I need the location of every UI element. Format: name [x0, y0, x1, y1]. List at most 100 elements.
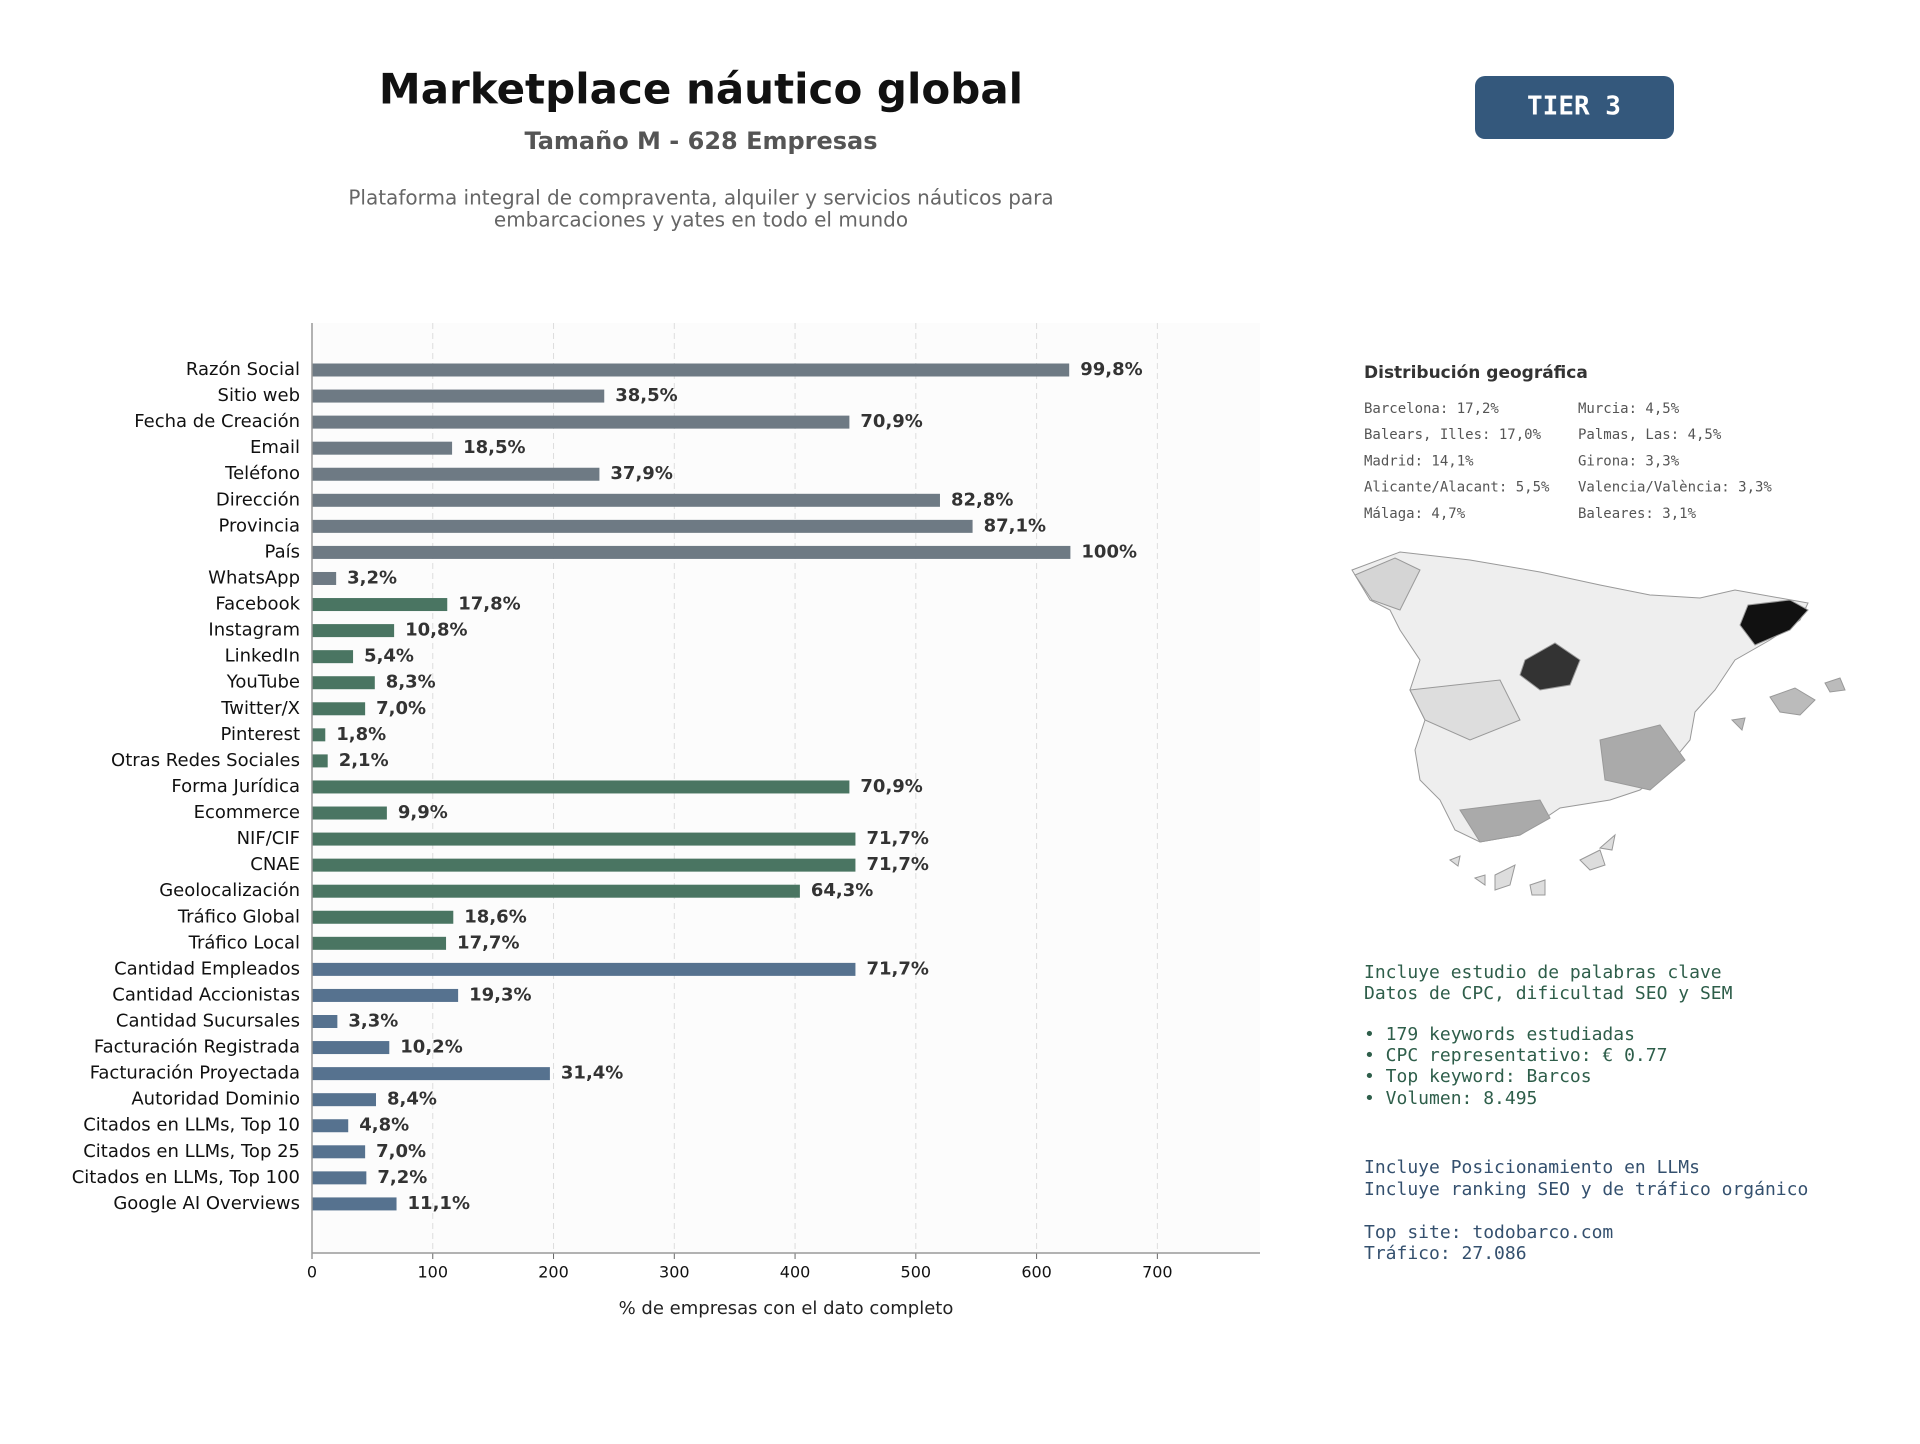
value-label: 7,0% [376, 698, 426, 719]
y-tick-label: YouTube [226, 672, 300, 693]
value-label: 71,7% [866, 854, 928, 875]
value-label: 2,1% [339, 750, 389, 771]
x-tick-label: 600 [1021, 1263, 1052, 1282]
bar [312, 1145, 366, 1159]
value-label: 17,7% [457, 932, 519, 953]
y-tick-label: País [265, 541, 300, 562]
value-label: 100% [1081, 541, 1137, 562]
llm-info: Incluye ranking SEO y de tráfico orgánic… [1364, 1179, 1808, 1200]
value-label: 18,6% [464, 906, 526, 927]
y-tick-label: Forma Jurídica [171, 776, 300, 797]
y-tick-label: Twitter/X [220, 698, 300, 719]
bar [312, 884, 800, 898]
y-tick-label: Provincia [218, 515, 300, 536]
value-label: 5,4% [364, 646, 414, 667]
y-tick-label: Teléfono [224, 463, 300, 484]
value-label: 8,4% [387, 1089, 437, 1110]
bar [312, 363, 1070, 377]
geo-item: Murcia: 4,5% [1578, 401, 1680, 417]
bar [312, 754, 328, 768]
value-label: 19,3% [469, 984, 531, 1005]
x-tick-label: 400 [780, 1263, 811, 1282]
y-tick-label: Citados en LLMs, Top 10 [83, 1115, 300, 1136]
value-label: 4,8% [359, 1115, 409, 1136]
x-tick-label: 0 [307, 1263, 317, 1282]
bar [312, 676, 375, 690]
bar [312, 1067, 550, 1081]
y-tick-label: Facebook [215, 594, 300, 615]
value-label: 70,9% [860, 411, 922, 432]
badge [1475, 76, 1674, 139]
value-label: 10,2% [400, 1037, 462, 1058]
y-tick-label: Citados en LLMs, Top 100 [72, 1167, 300, 1188]
bar [312, 858, 856, 872]
value-label: 38,5% [615, 385, 677, 406]
value-label: 70,9% [860, 776, 922, 797]
value-label: 37,9% [610, 463, 672, 484]
chart-title: Marketplace náutico global [379, 65, 1023, 114]
y-tick-label: Razón Social [186, 359, 300, 380]
y-tick-label: Facturación Proyectada [90, 1063, 300, 1084]
bar [312, 832, 856, 846]
value-label: 8,3% [386, 672, 436, 693]
bar [312, 1171, 367, 1185]
value-label: 87,1% [984, 515, 1046, 536]
y-tick-label: Pinterest [220, 724, 300, 745]
y-tick-label: Geolocalización [159, 880, 300, 901]
value-label: 64,3% [811, 880, 873, 901]
bar [312, 519, 973, 533]
value-label: 17,8% [458, 594, 520, 615]
value-label: 18,5% [463, 437, 525, 458]
bar [312, 806, 387, 820]
map-madrid [1519, 642, 1581, 691]
geo-item: Málaga: 4,7% [1364, 506, 1466, 522]
map-balearics [1824, 677, 1846, 693]
geo-item: Valencia/València: 3,3% [1578, 480, 1772, 496]
y-tick-label: Tráfico Global [177, 906, 300, 927]
bar [312, 962, 856, 976]
y-tick-label: CNAE [250, 854, 300, 875]
value-label: 82,8% [951, 489, 1013, 510]
bar [312, 1015, 338, 1028]
bar [312, 1041, 390, 1055]
chart-subtitle: Tamaño M - 628 Empresas [524, 127, 877, 155]
bar [312, 598, 448, 612]
value-label: 99,8% [1080, 359, 1142, 380]
geo-item: Alicante/Alacant: 5,5% [1364, 480, 1550, 496]
bar [312, 624, 395, 638]
x-tick-label: 700 [1142, 1263, 1173, 1282]
value-label: 9,9% [398, 802, 448, 823]
map-region [1354, 557, 1421, 611]
map-barcelona [1739, 599, 1809, 646]
bar [312, 988, 459, 1002]
y-tick-label: Email [250, 437, 300, 458]
map-canaries [1448, 833, 1616, 896]
bar [312, 415, 850, 429]
value-label: 71,7% [866, 958, 928, 979]
y-tick-label: Tráfico Local [188, 932, 300, 953]
y-tick-label: Sitio web [218, 385, 300, 406]
bar [312, 389, 605, 403]
y-tick-label: Autoridad Dominio [131, 1089, 300, 1110]
keyword-info: Incluye estudio de palabras clave [1364, 962, 1722, 983]
keyword-info: Datos de CPC, dificultad SEO y SEM [1364, 983, 1733, 1004]
description: embarcaciones y yates en todo el mundo [494, 208, 908, 232]
map-region [1459, 799, 1551, 843]
keyword-info: • Volumen: 8.495 [1364, 1088, 1537, 1109]
bar [312, 650, 354, 664]
geo-item: Madrid: 14,1% [1364, 453, 1474, 469]
y-tick-label: Fecha de Creación [134, 411, 300, 432]
map-region [1599, 724, 1686, 791]
y-tick-label: Cantidad Empleados [114, 958, 300, 979]
x-axis-label: % de empresas con el dato completo [619, 1298, 954, 1319]
bar [312, 493, 940, 507]
value-label: 31,4% [561, 1063, 623, 1084]
keyword-info: • 179 keywords estudiadas [1364, 1024, 1635, 1045]
value-label: 7,2% [377, 1167, 427, 1188]
y-tick-label: Cantidad Accionistas [112, 984, 300, 1005]
bar [312, 780, 850, 794]
bar [312, 728, 326, 742]
bar [312, 936, 447, 950]
bar [312, 1119, 349, 1133]
